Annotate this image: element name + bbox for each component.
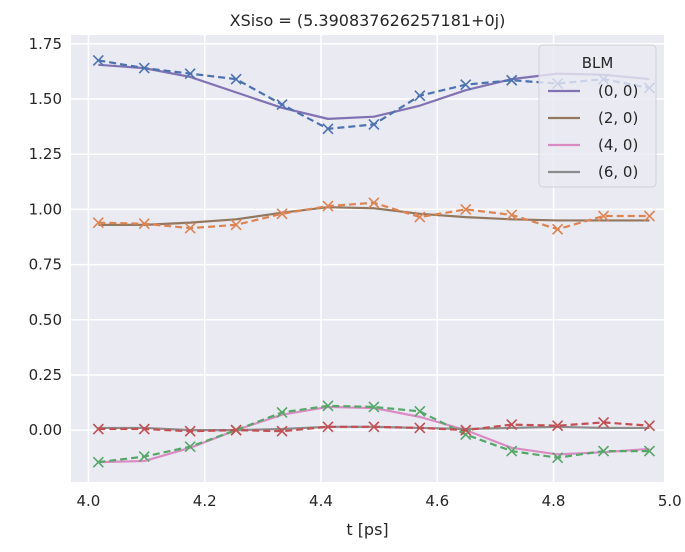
legend-entry-label: (0, 0)	[598, 82, 638, 100]
y-tick-label: 0.75	[29, 256, 62, 274]
legend-title: BLM	[582, 54, 614, 72]
data-point-marker	[184, 68, 196, 80]
legend-box	[538, 44, 657, 188]
data-point-marker	[368, 401, 380, 413]
data-point-marker	[643, 420, 656, 432]
data-point-marker	[276, 406, 288, 419]
data-point-marker	[597, 416, 610, 428]
legend-entry-label: (2, 0)	[598, 109, 638, 127]
legend-entry-label: (6, 0)	[598, 163, 638, 181]
y-tick-label: 1.25	[29, 145, 62, 163]
data-point-marker	[643, 445, 656, 457]
data-point-marker	[322, 200, 334, 212]
data-point-marker	[460, 424, 472, 436]
data-point-marker	[276, 425, 288, 437]
y-tick-label: 0.25	[29, 366, 62, 384]
grid	[71, 35, 671, 482]
data-point-marker	[92, 217, 104, 229]
y-tick-label: 0.00	[29, 421, 62, 439]
data-point-marker	[184, 425, 196, 437]
data-point-marker	[276, 98, 288, 111]
y-tick-label: 1.50	[29, 90, 62, 108]
data-point-marker	[322, 421, 334, 433]
data-point-marker	[506, 209, 518, 221]
data-point-marker	[597, 210, 610, 222]
series-5	[92, 400, 656, 468]
data-point-marker	[414, 405, 426, 417]
data-point-marker	[138, 62, 150, 74]
data-point-marker	[552, 420, 564, 432]
x-tick-label: 4.6	[425, 492, 449, 510]
data-point-marker	[138, 423, 150, 435]
data-point-marker	[368, 197, 380, 209]
data-point-marker	[230, 424, 242, 436]
series-3	[92, 197, 656, 235]
data-point-marker	[414, 422, 426, 434]
series-7	[92, 416, 656, 437]
data-point-marker	[506, 74, 518, 86]
series-line	[98, 206, 650, 226]
data-point-marker	[460, 79, 472, 91]
tick-labels: 4.0 4.2 4.4 4.6 4.8 5.0 0.00 0.25 0.50 0.75 1.00 1.…	[29, 35, 682, 510]
data-point-marker	[506, 419, 518, 431]
series-layer	[92, 54, 656, 468]
data-point-marker	[92, 54, 104, 66]
data-point-marker	[552, 223, 564, 235]
series-2	[98, 206, 650, 226]
legend: BLM (0, 0) (2, 0) (4, 0) (6, 0)	[538, 44, 657, 188]
data-point-marker	[92, 423, 104, 435]
x-tick-label: 4.0	[77, 492, 101, 510]
data-point-marker	[597, 445, 610, 457]
data-point-marker	[643, 210, 656, 222]
data-point-marker	[414, 90, 426, 102]
y-tick-label: 0.50	[29, 311, 62, 329]
data-point-marker	[368, 118, 380, 130]
x-tick-label: 4.2	[193, 492, 217, 510]
data-point-marker	[506, 445, 518, 457]
chart-title: XSiso = (5.390837626257181+0j)	[230, 11, 506, 30]
y-tick-label: 1.00	[29, 200, 62, 218]
x-tick-label: 5.0	[658, 492, 682, 510]
y-tick-label: 1.75	[29, 35, 62, 53]
data-point-marker	[552, 452, 564, 464]
data-point-marker	[230, 73, 242, 85]
data-point-marker	[138, 451, 150, 463]
data-point-marker	[368, 421, 380, 433]
data-point-marker	[460, 203, 472, 215]
data-point-marker	[276, 208, 288, 220]
x-axis-label: t [ps]	[346, 520, 388, 539]
data-point-marker	[230, 219, 242, 231]
data-point-marker	[138, 218, 150, 230]
data-point-marker	[92, 456, 104, 468]
data-point-marker	[460, 428, 472, 441]
data-point-marker	[184, 441, 196, 453]
data-point-marker	[322, 400, 334, 412]
data-point-marker	[414, 211, 426, 223]
data-point-marker	[184, 222, 196, 234]
x-tick-label: 4.8	[542, 492, 566, 510]
legend-entry-label: (4, 0)	[598, 136, 638, 154]
x-tick-label: 4.4	[309, 492, 333, 510]
data-point-marker	[322, 123, 334, 135]
